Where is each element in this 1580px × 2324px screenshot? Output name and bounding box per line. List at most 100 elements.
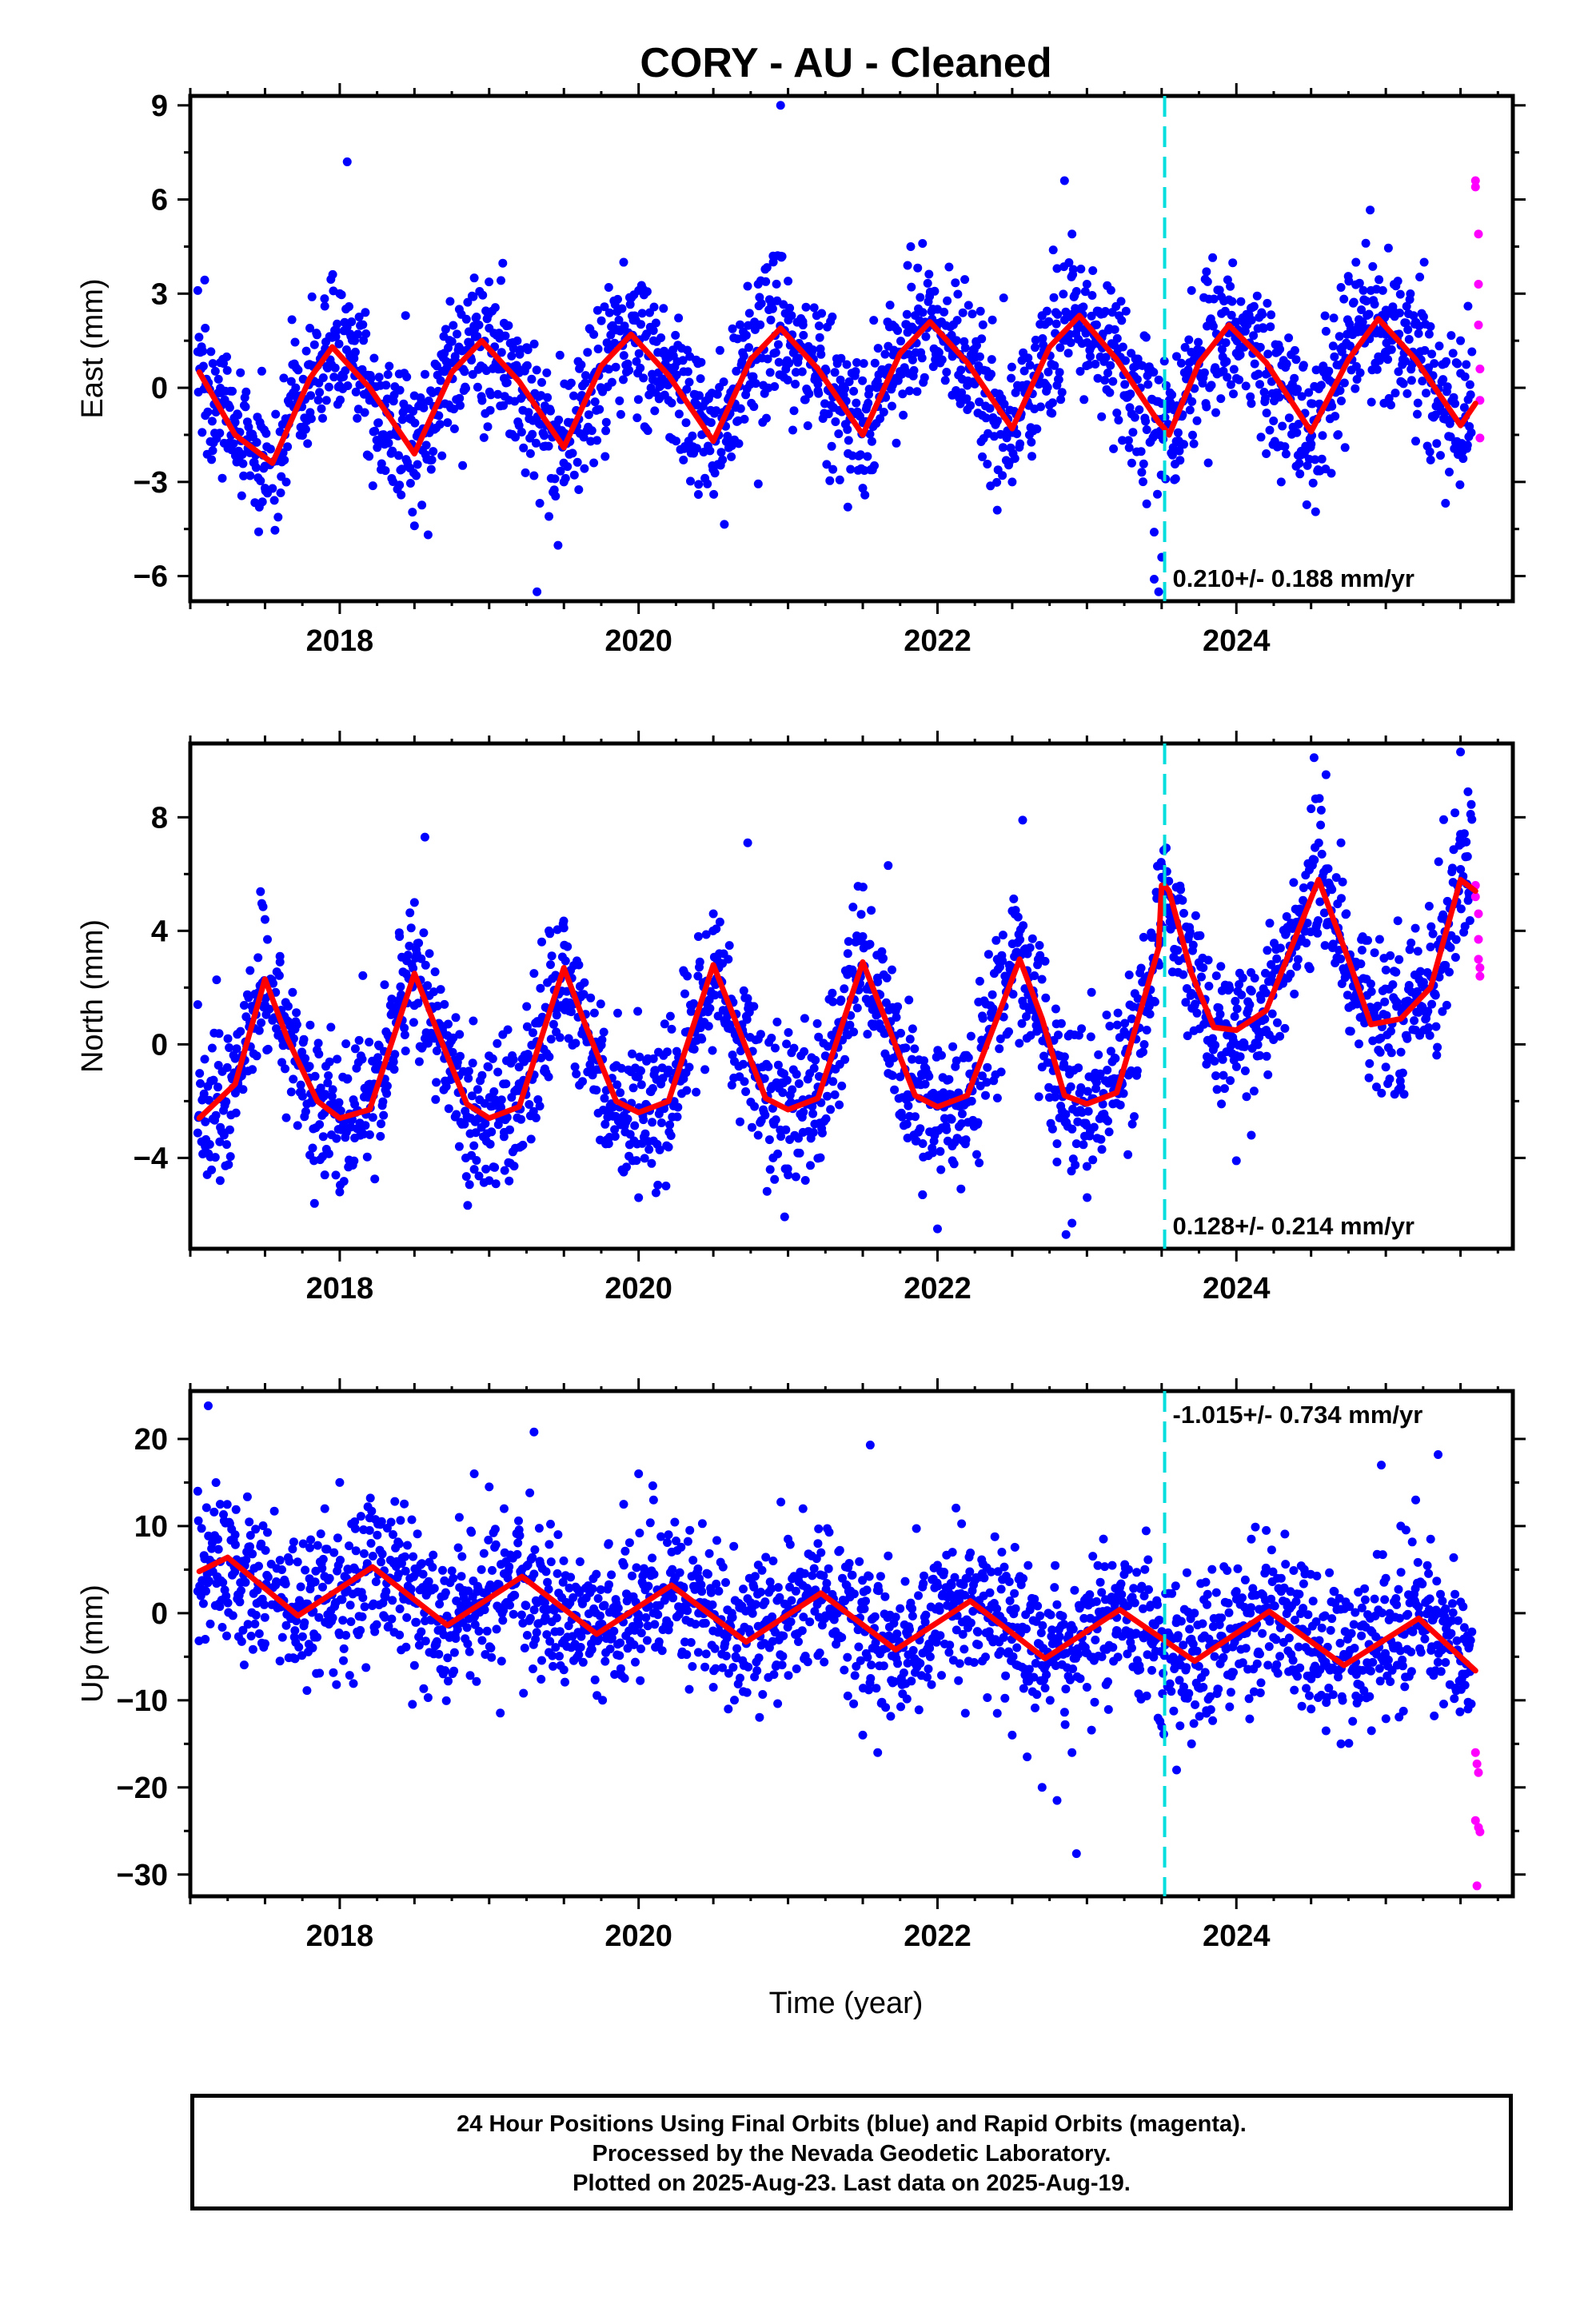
final-point xyxy=(333,1054,341,1063)
final-point xyxy=(218,1623,227,1632)
final-point xyxy=(542,369,551,377)
final-point xyxy=(1365,1074,1374,1082)
final-point xyxy=(637,1080,646,1089)
final-point xyxy=(212,1478,221,1487)
final-point xyxy=(1143,380,1152,389)
final-point xyxy=(1227,297,1236,306)
final-point xyxy=(750,1102,759,1111)
final-point xyxy=(1362,239,1371,248)
final-point xyxy=(473,1085,482,1094)
final-point xyxy=(490,1163,499,1172)
final-point xyxy=(1431,991,1440,1000)
final-point xyxy=(1350,298,1359,307)
final-point xyxy=(735,439,744,448)
final-point xyxy=(548,951,557,960)
final-point xyxy=(462,1172,471,1181)
final-point xyxy=(536,1102,545,1110)
final-point xyxy=(229,1611,237,1620)
final-point xyxy=(772,1018,781,1026)
final-point xyxy=(1143,1026,1151,1034)
y-tick-label: 10 xyxy=(134,1510,168,1544)
y-tick-label: 8 xyxy=(151,801,168,835)
final-point xyxy=(1187,989,1196,998)
final-point xyxy=(332,1680,341,1689)
final-point xyxy=(600,452,609,461)
final-point xyxy=(389,1058,398,1066)
rapid-point xyxy=(1475,433,1484,442)
final-point xyxy=(716,346,724,355)
final-point xyxy=(1135,405,1143,414)
final-point xyxy=(497,1095,506,1104)
final-point xyxy=(870,461,879,470)
final-point xyxy=(563,462,572,471)
final-point xyxy=(261,429,270,438)
final-point xyxy=(293,365,302,374)
final-point xyxy=(1427,349,1436,358)
final-point xyxy=(563,943,572,951)
final-point xyxy=(373,1620,381,1629)
final-point xyxy=(475,321,484,329)
final-point xyxy=(612,363,620,372)
final-point xyxy=(1197,973,1206,982)
rapid-point xyxy=(1471,182,1480,191)
final-point xyxy=(1307,399,1315,408)
final-point xyxy=(1052,264,1061,273)
final-point xyxy=(612,1080,621,1089)
final-point xyxy=(679,967,688,975)
final-point xyxy=(744,343,753,352)
final-point xyxy=(1306,964,1315,973)
final-point xyxy=(685,378,694,387)
final-point xyxy=(546,407,555,416)
final-point xyxy=(346,1617,355,1626)
final-point xyxy=(768,1154,777,1162)
final-point xyxy=(1406,939,1415,947)
final-point xyxy=(724,955,732,963)
final-point xyxy=(417,500,426,509)
final-point xyxy=(363,1153,372,1162)
final-point xyxy=(921,333,930,341)
final-point xyxy=(1084,1107,1093,1116)
final-point xyxy=(257,1018,265,1027)
final-point xyxy=(1391,389,1400,397)
final-point xyxy=(649,326,658,335)
final-point xyxy=(403,1541,412,1550)
final-point xyxy=(602,418,611,427)
final-point xyxy=(1057,1019,1066,1028)
final-point xyxy=(454,1544,463,1553)
final-point xyxy=(1263,409,1271,417)
final-point xyxy=(668,1025,676,1034)
final-point xyxy=(549,1020,558,1029)
final-point xyxy=(641,1130,650,1138)
final-point xyxy=(1426,1031,1434,1040)
final-point xyxy=(1079,302,1087,311)
final-point xyxy=(545,442,553,451)
final-point xyxy=(1339,878,1347,887)
final-point xyxy=(1087,988,1096,997)
final-point xyxy=(301,1566,309,1575)
final-point xyxy=(209,446,217,455)
final-point xyxy=(1083,280,1091,289)
final-point xyxy=(287,1087,296,1096)
final-point xyxy=(1467,348,1476,357)
final-point xyxy=(241,388,250,397)
final-point xyxy=(1292,429,1301,437)
final-point xyxy=(953,316,962,325)
final-point xyxy=(452,1110,461,1119)
final-point xyxy=(1236,1052,1245,1061)
final-point xyxy=(545,512,553,521)
final-point xyxy=(1275,393,1283,401)
final-point xyxy=(1143,425,1151,434)
final-point xyxy=(360,1549,369,1558)
final-point xyxy=(1342,909,1351,918)
final-point xyxy=(1204,459,1213,468)
final-point xyxy=(226,1152,235,1161)
final-point xyxy=(388,1596,397,1604)
final-point xyxy=(828,998,837,1007)
final-point xyxy=(591,397,600,406)
final-point xyxy=(1219,1055,1227,1064)
final-point xyxy=(639,1115,648,1124)
rapid-point xyxy=(1474,910,1483,919)
final-point xyxy=(1232,349,1241,357)
final-point xyxy=(305,1021,314,1030)
final-point xyxy=(376,1132,385,1141)
